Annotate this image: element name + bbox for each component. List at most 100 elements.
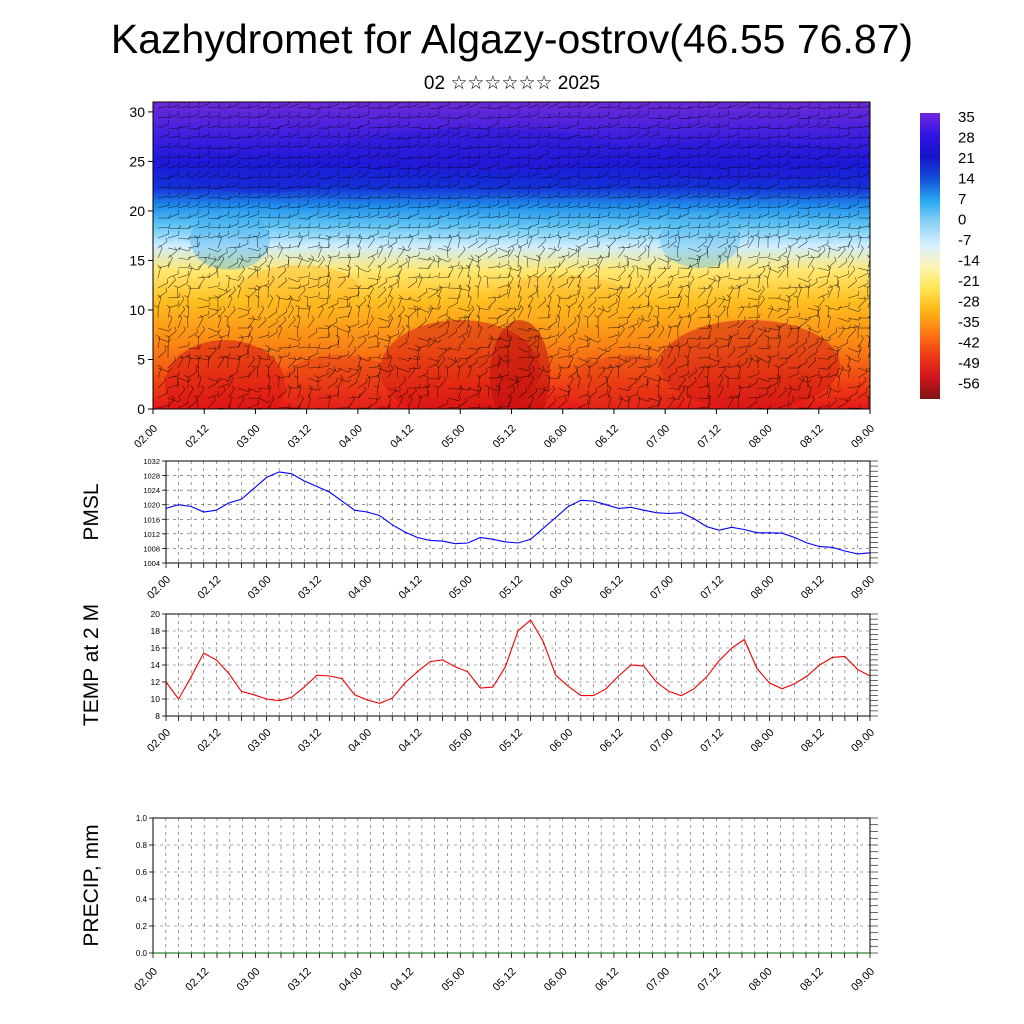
wind-barb-feather	[389, 244, 393, 249]
wind-barb	[447, 183, 459, 189]
wind-barb-feather	[223, 315, 228, 318]
wind-barb-feather	[438, 358, 442, 362]
wind-barb	[797, 361, 808, 369]
wind-barb-feather	[258, 253, 261, 258]
wind-barb	[617, 183, 629, 189]
wind-barb-feather	[518, 264, 522, 268]
wind-barb-feather	[755, 397, 758, 402]
wind-barb	[307, 277, 319, 281]
wind-barb-feather	[568, 363, 571, 368]
wind-barb	[187, 332, 198, 339]
wind-barb	[487, 123, 499, 129]
wind-barb	[757, 115, 769, 119]
wind-barb-feather	[414, 387, 417, 391]
wind-barb	[357, 237, 370, 239]
wind-barb-feather	[633, 265, 638, 268]
wind-barb-feather	[218, 215, 221, 219]
wind-barb-feather	[351, 335, 355, 339]
wind-barb	[187, 113, 199, 119]
wind-barb	[367, 238, 375, 249]
wind-barb-feather	[838, 145, 842, 150]
wind-barb-feather	[488, 143, 491, 148]
wind-barb-feather	[753, 305, 758, 308]
wind-barb-feather	[740, 305, 744, 309]
wind-barb	[277, 390, 287, 399]
wind-barb-feather	[558, 191, 560, 196]
wind-barb	[667, 273, 679, 279]
wind-barb	[667, 278, 674, 289]
wind-barb	[157, 205, 169, 209]
wind-barb-feather	[829, 284, 833, 289]
wind-barb-feather	[748, 171, 750, 176]
wind-barb-feather	[535, 334, 540, 338]
panel-frame	[165, 460, 871, 564]
wind-barb	[697, 236, 709, 239]
wind-barb-feather	[593, 286, 597, 291]
wind-barb-feather	[668, 342, 670, 347]
wind-barb-feather	[223, 306, 226, 310]
wind-barb	[687, 337, 699, 340]
wind-barb-feather	[195, 335, 199, 338]
wind-barb-feather	[268, 331, 270, 336]
wind-barb	[787, 316, 799, 319]
wind-barb-feather	[728, 341, 730, 346]
wind-barb	[317, 302, 328, 309]
wind-barb-feather	[678, 104, 681, 109]
wind-barb-feather	[828, 272, 830, 277]
wind-barb-feather	[508, 264, 512, 268]
wind-barb	[757, 165, 769, 169]
wind-barb	[607, 216, 620, 219]
wind-barb-feather	[293, 375, 298, 378]
wind-barb-feather	[518, 143, 521, 148]
wind-barb	[767, 173, 779, 179]
wind-barb	[217, 317, 222, 329]
wind-barb	[237, 375, 249, 379]
wind-barb	[457, 104, 469, 109]
wind-barb	[537, 389, 546, 399]
wind-barb-feather	[828, 371, 830, 376]
wind-barb-feather	[459, 384, 463, 389]
wind-barb-feather	[308, 113, 311, 118]
wind-barb-feather	[298, 356, 302, 360]
wind-barb-feather	[318, 258, 322, 262]
wind-barb-feather	[188, 255, 192, 260]
wind-barb-feather	[306, 304, 311, 308]
wind-barb-feather	[698, 133, 701, 138]
wind-barb-feather	[408, 102, 410, 107]
wind-barb-feather	[298, 341, 300, 346]
wind-barb	[807, 125, 819, 129]
y-tick-label: 5	[137, 351, 145, 367]
wind-barb	[677, 225, 689, 229]
wind-barb	[367, 345, 379, 349]
wind-barb	[327, 125, 339, 129]
wind-barb-feather	[723, 305, 726, 310]
wind-barb	[177, 116, 189, 119]
wind-barb-feather	[398, 314, 402, 318]
wind-barb-feather	[228, 223, 231, 228]
wind-barb-feather	[568, 231, 570, 236]
wind-barb-feather	[618, 135, 621, 140]
wind-barb-feather	[529, 234, 533, 239]
wind-barb	[187, 166, 199, 169]
wind-barb-feather	[228, 153, 231, 158]
wind-barb-feather	[238, 172, 241, 177]
wind-barb-feather	[528, 143, 531, 148]
wind-barb	[217, 383, 229, 389]
wind-barb	[847, 106, 859, 109]
wind-barb	[677, 317, 683, 329]
wind-barb	[817, 195, 829, 199]
wind-barb-feather	[678, 181, 680, 186]
wind-barb	[397, 197, 410, 199]
wind-barb-feather	[807, 384, 812, 388]
wind-barb-feather	[168, 183, 171, 188]
wind-barb-feather	[455, 327, 458, 332]
wind-barb	[327, 226, 339, 229]
wind-barb-feather	[331, 305, 335, 310]
wind-barb-feather	[288, 222, 290, 227]
wind-barb	[747, 255, 759, 259]
wind-barb	[547, 146, 559, 149]
wind-barb	[537, 177, 550, 179]
wind-barb-feather	[216, 378, 218, 383]
wind-barb	[557, 177, 569, 180]
